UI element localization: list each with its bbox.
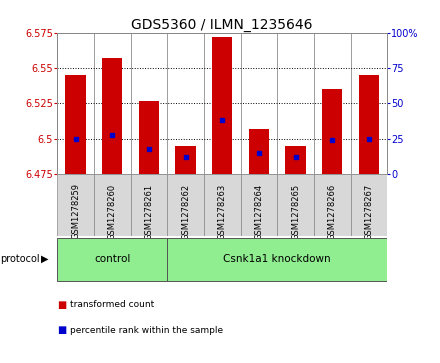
Bar xyxy=(204,33,241,174)
Bar xyxy=(212,37,232,174)
Title: GDS5360 / ILMN_1235646: GDS5360 / ILMN_1235646 xyxy=(132,18,313,32)
Bar xyxy=(322,89,342,174)
Bar xyxy=(359,75,379,174)
Text: GSM1278262: GSM1278262 xyxy=(181,183,190,240)
Bar xyxy=(167,238,387,281)
Bar xyxy=(314,174,351,236)
Bar xyxy=(249,129,269,174)
Bar xyxy=(57,238,167,281)
Bar xyxy=(139,101,159,174)
Bar xyxy=(241,174,277,236)
Text: Csnk1a1 knockdown: Csnk1a1 knockdown xyxy=(224,254,331,264)
Text: GSM1278261: GSM1278261 xyxy=(144,183,154,240)
Text: protocol: protocol xyxy=(0,254,40,264)
Bar xyxy=(167,174,204,236)
Bar xyxy=(277,174,314,236)
Text: GSM1278267: GSM1278267 xyxy=(364,183,374,240)
Bar xyxy=(176,146,196,174)
Text: percentile rank within the sample: percentile rank within the sample xyxy=(70,326,224,335)
Bar xyxy=(286,146,306,174)
Text: transformed count: transformed count xyxy=(70,301,154,309)
Bar xyxy=(66,75,86,174)
Bar xyxy=(351,174,387,236)
Text: GSM1278260: GSM1278260 xyxy=(108,183,117,240)
Text: GSM1278259: GSM1278259 xyxy=(71,183,80,240)
Bar xyxy=(277,33,314,174)
Bar xyxy=(241,33,277,174)
Bar xyxy=(351,33,387,174)
Text: ■: ■ xyxy=(57,300,66,310)
Bar xyxy=(167,33,204,174)
Bar xyxy=(204,174,241,236)
Bar xyxy=(131,33,167,174)
Bar xyxy=(94,33,131,174)
Bar xyxy=(57,174,94,236)
Text: control: control xyxy=(94,254,130,264)
Bar xyxy=(314,33,351,174)
Bar xyxy=(94,174,131,236)
Text: GSM1278263: GSM1278263 xyxy=(218,183,227,240)
Text: ▶: ▶ xyxy=(41,254,48,264)
Text: ■: ■ xyxy=(57,325,66,335)
Text: GSM1278265: GSM1278265 xyxy=(291,183,300,240)
Bar xyxy=(131,174,167,236)
Bar xyxy=(57,33,94,174)
Text: GSM1278264: GSM1278264 xyxy=(254,183,264,240)
Text: GSM1278266: GSM1278266 xyxy=(328,183,337,240)
Bar xyxy=(102,58,122,174)
